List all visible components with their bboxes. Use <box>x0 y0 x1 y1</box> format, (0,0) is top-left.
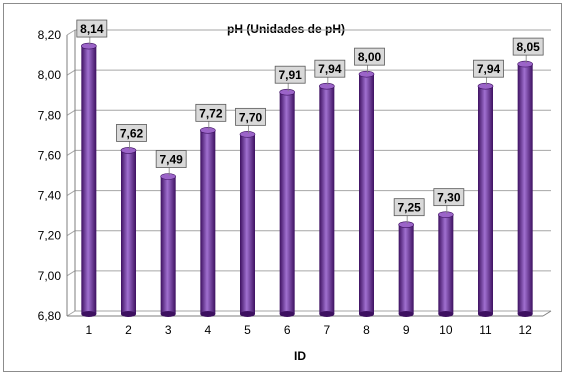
bar-base <box>359 311 374 317</box>
gridline-side <box>66 230 76 237</box>
x-tick-label: 5 <box>244 323 251 337</box>
bar-base <box>121 311 136 317</box>
x-tick-label: 9 <box>403 323 410 337</box>
bar <box>200 130 216 314</box>
bar-base <box>398 311 414 317</box>
y-tick-label: 7,80 <box>38 108 62 122</box>
bar <box>359 74 374 315</box>
bar-top <box>319 82 335 90</box>
data-label: 7,25 <box>397 201 421 215</box>
bar-top <box>160 173 176 180</box>
gridline-side <box>66 29 76 36</box>
data-label-box <box>155 150 187 168</box>
x-tick-label: 11 <box>479 323 492 337</box>
data-label: 7,49 <box>159 153 183 167</box>
data-label: 8,00 <box>358 50 382 64</box>
chart-title: pH (Unidades de pH) <box>227 22 345 36</box>
bar <box>240 134 255 314</box>
gridline-side <box>66 150 76 156</box>
bar <box>438 214 454 314</box>
bar <box>478 86 493 314</box>
data-label-box <box>116 124 147 142</box>
axes: 6,807,007,207,407,607,808,008,201 2 3 4 5 6 7 8… <box>38 28 552 337</box>
data-label-box <box>354 47 385 66</box>
ph-bar-chart: pH (Unidades de pH) 6,80 7,00 7,20 7,40 7,60… <box>38 19 552 363</box>
bar <box>121 150 136 314</box>
data-label-box <box>433 188 465 207</box>
x-tick-label: 4 <box>204 323 211 337</box>
bar-top <box>120 147 137 154</box>
y-tick-label: 7,60 <box>38 148 62 162</box>
bar <box>517 64 533 314</box>
data-label-box <box>274 65 306 84</box>
floor-edge <box>542 310 552 317</box>
data-label-box <box>314 59 346 78</box>
bar-base <box>240 311 255 317</box>
bar-base <box>160 311 176 317</box>
data-label-box <box>195 103 227 122</box>
chart-frame: pH (Unidades de pH) 6,80 7,00 7,20 7,40 7,60… <box>3 3 562 372</box>
x-tick-label: 2 <box>125 323 132 337</box>
x-tick-label: 6 <box>284 323 291 337</box>
data-label-box <box>235 107 266 126</box>
bar-top <box>358 70 375 78</box>
data-label: 7,30 <box>437 191 461 205</box>
data-label: 7,62 <box>120 126 144 140</box>
bar-base <box>517 311 533 317</box>
y-tick-label: 6,80 <box>38 309 62 323</box>
data-label-box <box>512 37 544 56</box>
data-label: 7,91 <box>278 68 302 82</box>
x-tick-label: 7 <box>323 323 330 337</box>
bar <box>279 92 295 314</box>
y-tick-label: 8,00 <box>38 68 62 82</box>
gridline-side <box>66 109 76 116</box>
data-label: 8,05 <box>516 40 540 54</box>
bar-top <box>81 42 97 50</box>
data-label: 7,94 <box>318 62 342 76</box>
x-tick-label: 1 <box>85 323 92 337</box>
bar-top <box>477 82 494 90</box>
gridline-side <box>66 270 76 277</box>
gridline-side <box>66 310 76 317</box>
data-label-box <box>473 59 504 78</box>
bar-base <box>478 311 493 317</box>
bar-top <box>438 211 454 218</box>
data-label: 7,70 <box>239 110 263 124</box>
bar-base <box>319 311 335 317</box>
bar-base <box>438 311 454 317</box>
y-tick-label: 7,00 <box>38 269 62 283</box>
bar-top <box>517 60 533 68</box>
bar-top <box>398 221 414 228</box>
data-label-box <box>393 198 425 217</box>
x-tick-label: 3 <box>165 323 172 337</box>
bar <box>319 86 335 314</box>
x-tick-label: 12 <box>518 323 532 337</box>
bar <box>398 224 414 314</box>
gridlines <box>66 29 551 317</box>
data-label: 7,72 <box>199 106 223 120</box>
bar-base <box>81 311 97 317</box>
bar-top <box>200 127 216 134</box>
bar <box>160 176 176 314</box>
data-label: 7,94 <box>477 62 501 76</box>
gridline-side <box>66 190 76 196</box>
y-tick-label: 8,20 <box>38 28 62 42</box>
x-axis-title: ID <box>294 349 306 363</box>
bars <box>81 42 533 317</box>
x-tick-label: 10 <box>439 323 453 337</box>
x-tick-label: 8 <box>363 323 370 337</box>
bar-base <box>200 311 216 317</box>
data-label-box <box>76 19 108 38</box>
bar-base <box>279 311 295 317</box>
data-labels: 8,14 7,62 7,49 7,72 7,70 7,91 7,94 8,00 7,25 7,30… <box>76 19 544 224</box>
bar-top <box>279 88 295 96</box>
y-tick-label: 7,20 <box>38 229 62 243</box>
data-label: 8,14 <box>80 22 104 36</box>
gridline-side <box>66 69 76 76</box>
bar <box>81 46 97 315</box>
bar-top <box>239 131 256 138</box>
y-tick-label: 7,40 <box>38 189 62 203</box>
